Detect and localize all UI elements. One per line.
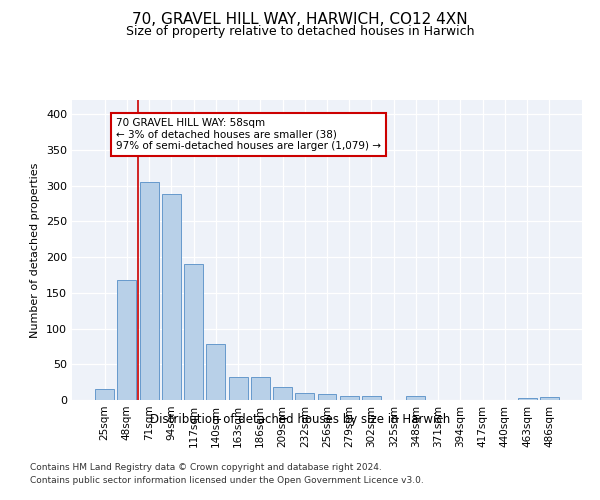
Y-axis label: Number of detached properties: Number of detached properties [31, 162, 40, 338]
Bar [162, 194, 181, 400]
Text: Size of property relative to detached houses in Harwich: Size of property relative to detached ho… [126, 25, 474, 38]
Text: Contains HM Land Registry data © Crown copyright and database right 2024.: Contains HM Land Registry data © Crown c… [30, 464, 382, 472]
Text: Distribution of detached houses by size in Harwich: Distribution of detached houses by size … [150, 412, 450, 426]
Bar [206, 344, 225, 400]
Text: Contains public sector information licensed under the Open Government Licence v3: Contains public sector information licen… [30, 476, 424, 485]
Bar [184, 264, 203, 400]
Bar [406, 396, 425, 400]
Bar [540, 397, 559, 400]
Bar [317, 394, 337, 400]
Bar [140, 182, 158, 400]
Bar [518, 398, 536, 400]
Bar [118, 280, 136, 400]
Bar [340, 396, 359, 400]
Bar [229, 377, 248, 400]
Bar [251, 377, 270, 400]
Text: 70 GRAVEL HILL WAY: 58sqm
← 3% of detached houses are smaller (38)
97% of semi-d: 70 GRAVEL HILL WAY: 58sqm ← 3% of detach… [116, 118, 381, 151]
Bar [95, 390, 114, 400]
Bar [362, 396, 381, 400]
Bar [273, 387, 292, 400]
Bar [295, 393, 314, 400]
Text: 70, GRAVEL HILL WAY, HARWICH, CO12 4XN: 70, GRAVEL HILL WAY, HARWICH, CO12 4XN [132, 12, 468, 28]
